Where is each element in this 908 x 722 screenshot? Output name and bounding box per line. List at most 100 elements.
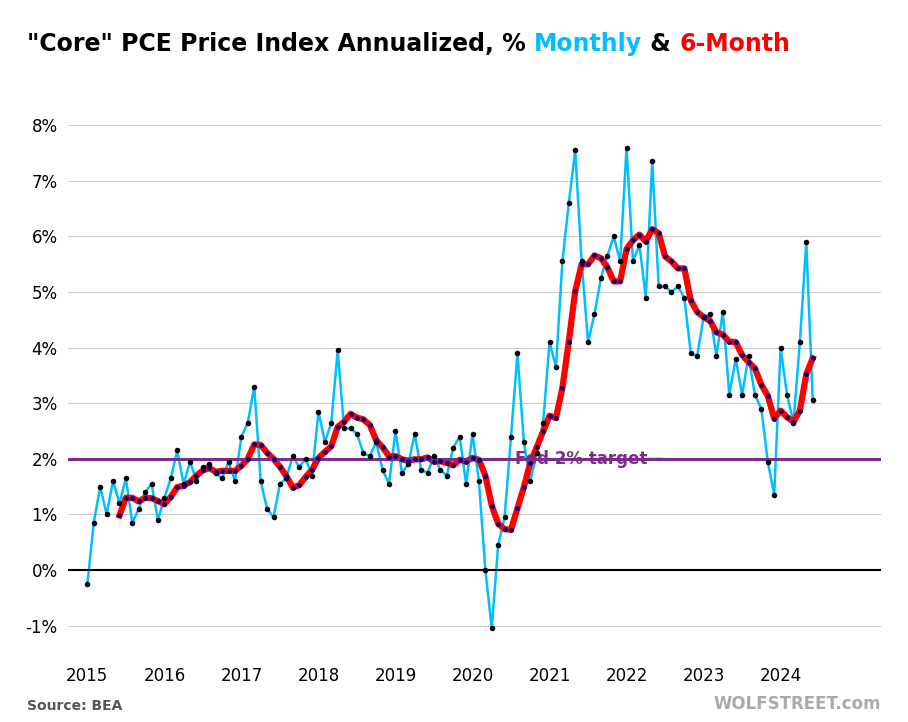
Point: [452, 454, 467, 466]
Point: [241, 453, 255, 465]
Point: [536, 417, 550, 428]
Point: [548, 412, 563, 424]
Point: [401, 458, 416, 470]
Point: [619, 142, 634, 153]
Point: [151, 514, 165, 526]
Point: [151, 495, 165, 507]
Point: [774, 342, 788, 353]
Point: [696, 311, 711, 323]
Point: [479, 470, 493, 482]
Point: [375, 464, 390, 476]
Point: [716, 305, 730, 317]
Point: [703, 308, 717, 320]
Point: [427, 456, 441, 467]
Point: [619, 243, 634, 255]
Point: [561, 197, 576, 209]
Point: [157, 492, 172, 503]
Point: [144, 478, 159, 490]
Point: [517, 482, 531, 493]
Point: [202, 458, 217, 470]
Point: [350, 412, 364, 423]
Point: [542, 410, 557, 422]
Point: [446, 442, 460, 453]
Point: [381, 478, 396, 490]
Point: [671, 281, 686, 292]
Point: [805, 395, 820, 406]
Point: [677, 263, 692, 274]
Point: [266, 511, 281, 523]
Point: [408, 453, 422, 465]
Point: [446, 459, 460, 471]
Point: [722, 389, 736, 401]
Point: [587, 250, 602, 261]
Point: [389, 451, 403, 462]
Point: [144, 492, 159, 504]
Point: [755, 403, 769, 414]
Point: [247, 380, 262, 392]
Text: Fed 2% target—: Fed 2% target—: [515, 450, 664, 468]
Point: [600, 261, 615, 273]
Point: [548, 361, 563, 373]
Point: [555, 382, 569, 393]
Point: [536, 426, 550, 438]
Point: [523, 457, 538, 469]
Point: [331, 344, 345, 356]
Point: [433, 456, 448, 467]
Point: [125, 517, 140, 529]
Point: [465, 452, 479, 464]
Point: [722, 336, 736, 347]
Point: [452, 431, 467, 443]
Point: [517, 436, 531, 448]
Point: [343, 408, 358, 419]
Point: [119, 492, 133, 503]
Point: [632, 239, 646, 251]
Point: [479, 565, 493, 576]
Point: [195, 461, 210, 473]
Point: [498, 511, 512, 523]
Point: [504, 431, 518, 443]
Point: [113, 510, 127, 521]
Point: [761, 390, 775, 401]
Point: [183, 477, 197, 488]
Point: [613, 256, 627, 267]
Point: [292, 479, 307, 491]
Point: [253, 475, 268, 487]
Point: [189, 475, 203, 487]
Point: [305, 470, 320, 482]
Point: [132, 496, 146, 508]
Point: [381, 451, 396, 462]
Text: Source: BEA: Source: BEA: [27, 700, 123, 713]
Point: [279, 470, 293, 482]
Point: [253, 439, 268, 451]
Point: [581, 258, 596, 270]
Point: [709, 326, 724, 338]
Point: [793, 336, 807, 348]
Point: [215, 465, 230, 477]
Point: [80, 578, 94, 590]
Point: [299, 453, 313, 465]
Point: [157, 498, 172, 510]
Point: [215, 472, 230, 484]
Point: [657, 251, 672, 262]
Point: [272, 461, 287, 472]
Point: [408, 428, 422, 440]
Point: [337, 416, 351, 427]
Point: [420, 452, 435, 464]
Point: [305, 464, 320, 476]
Point: [529, 441, 544, 453]
Point: [581, 336, 596, 348]
Point: [575, 256, 589, 267]
Point: [728, 353, 743, 365]
Point: [645, 223, 659, 235]
Point: [767, 490, 782, 501]
Point: [709, 350, 724, 362]
Point: [247, 439, 262, 451]
Point: [741, 350, 755, 362]
Point: [401, 455, 416, 466]
Point: [799, 368, 814, 380]
Point: [471, 454, 486, 466]
Point: [665, 256, 679, 267]
Point: [459, 478, 473, 490]
Point: [86, 517, 101, 529]
Point: [600, 250, 615, 261]
